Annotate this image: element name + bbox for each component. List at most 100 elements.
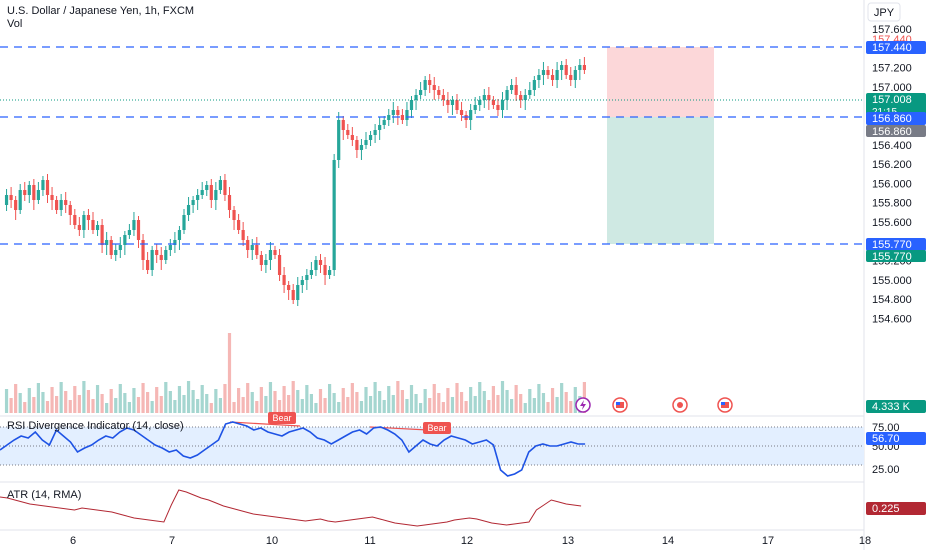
rsi-title[interactable]: RSI Divergence Indicator (14, close) xyxy=(7,420,184,432)
candle[interactable] xyxy=(250,245,254,250)
candle[interactable] xyxy=(573,70,577,80)
candle[interactable] xyxy=(59,200,63,210)
candle[interactable] xyxy=(223,180,227,195)
candle[interactable] xyxy=(132,220,136,230)
us-flag-icon[interactable] xyxy=(612,397,628,413)
candle[interactable] xyxy=(150,250,154,270)
candle[interactable] xyxy=(491,100,495,105)
candle[interactable] xyxy=(455,100,459,110)
candle[interactable] xyxy=(364,140,368,145)
candle[interactable] xyxy=(277,255,282,275)
candle[interactable] xyxy=(459,110,464,115)
candle[interactable] xyxy=(123,235,127,245)
candle[interactable] xyxy=(127,230,131,235)
candle[interactable] xyxy=(368,135,373,140)
candle[interactable] xyxy=(159,255,163,260)
candle[interactable] xyxy=(478,100,482,105)
candle[interactable] xyxy=(555,70,559,80)
candle[interactable] xyxy=(309,270,313,275)
candle[interactable] xyxy=(550,75,555,80)
candle[interactable] xyxy=(268,250,273,260)
candle[interactable] xyxy=(337,120,341,160)
candle[interactable] xyxy=(428,80,432,85)
candle[interactable] xyxy=(50,195,54,200)
candle[interactable] xyxy=(350,135,354,140)
candle[interactable] xyxy=(314,260,318,270)
candle[interactable] xyxy=(164,250,168,260)
candle[interactable] xyxy=(64,200,68,205)
candle[interactable] xyxy=(105,240,109,245)
symbol-title[interactable]: U.S. Dollar / Japanese Yen, 1h, FXCM xyxy=(7,5,194,17)
candle[interactable] xyxy=(177,230,182,240)
candle[interactable] xyxy=(496,105,500,110)
stop-loss-zone[interactable] xyxy=(607,47,714,117)
candle[interactable] xyxy=(546,70,550,75)
candle[interactable] xyxy=(519,95,523,100)
candle[interactable] xyxy=(4,195,9,205)
candle[interactable] xyxy=(291,290,295,300)
candle[interactable] xyxy=(423,80,427,90)
candle[interactable] xyxy=(77,225,81,230)
candle[interactable] xyxy=(523,95,527,100)
candle[interactable] xyxy=(273,250,277,255)
candle[interactable] xyxy=(300,280,304,285)
atr-title[interactable]: ATR (14, RMA) xyxy=(7,489,81,501)
candle[interactable] xyxy=(200,190,204,195)
candle[interactable] xyxy=(36,190,40,200)
candle[interactable] xyxy=(355,140,359,150)
candle[interactable] xyxy=(409,100,414,110)
candle[interactable] xyxy=(569,75,573,80)
candle[interactable] xyxy=(282,275,286,285)
candlesticks[interactable] xyxy=(4,57,586,306)
candle[interactable] xyxy=(68,205,72,215)
take-profit-zone[interactable] xyxy=(607,117,714,244)
rsi-line[interactable] xyxy=(0,421,586,477)
candle[interactable] xyxy=(23,190,27,195)
event-icons[interactable] xyxy=(575,397,733,413)
candle[interactable] xyxy=(446,100,450,105)
candle[interactable] xyxy=(232,210,236,220)
candle[interactable] xyxy=(437,90,441,95)
candle[interactable] xyxy=(287,285,291,290)
candle[interactable] xyxy=(196,195,200,200)
candle[interactable] xyxy=(41,180,45,190)
candle[interactable] xyxy=(482,95,486,100)
candle[interactable] xyxy=(9,195,13,200)
candle[interactable] xyxy=(373,130,377,135)
candle[interactable] xyxy=(264,260,268,265)
candle[interactable] xyxy=(537,75,541,80)
price-axis[interactable]: 157.600157.400157.200157.000156.800156.6… xyxy=(872,24,912,326)
candle[interactable] xyxy=(18,190,22,210)
candle[interactable] xyxy=(155,250,159,255)
candle[interactable] xyxy=(91,220,95,230)
record-icon[interactable] xyxy=(672,397,688,413)
candle[interactable] xyxy=(95,225,100,230)
candle[interactable] xyxy=(487,95,491,100)
candle[interactable] xyxy=(241,230,245,240)
candle[interactable] xyxy=(296,285,300,300)
candle[interactable] xyxy=(318,260,323,265)
candle[interactable] xyxy=(114,250,118,255)
candle[interactable] xyxy=(182,215,186,230)
candle[interactable] xyxy=(214,190,218,200)
candle[interactable] xyxy=(469,110,473,120)
candle[interactable] xyxy=(473,105,477,110)
candle[interactable] xyxy=(27,185,31,195)
candle[interactable] xyxy=(100,225,104,245)
us-flag-icon[interactable] xyxy=(717,397,733,413)
candle[interactable] xyxy=(209,185,213,200)
candle[interactable] xyxy=(14,200,18,210)
candle[interactable] xyxy=(218,180,222,190)
candle[interactable] xyxy=(582,65,586,70)
candle[interactable] xyxy=(378,125,382,130)
candle[interactable] xyxy=(109,240,113,255)
candle[interactable] xyxy=(323,265,327,275)
candle[interactable] xyxy=(578,65,582,70)
candle[interactable] xyxy=(55,200,59,210)
candle[interactable] xyxy=(510,85,514,90)
candle[interactable] xyxy=(419,90,423,95)
candle[interactable] xyxy=(173,240,177,245)
candle[interactable] xyxy=(400,115,404,120)
candle[interactable] xyxy=(500,100,505,110)
